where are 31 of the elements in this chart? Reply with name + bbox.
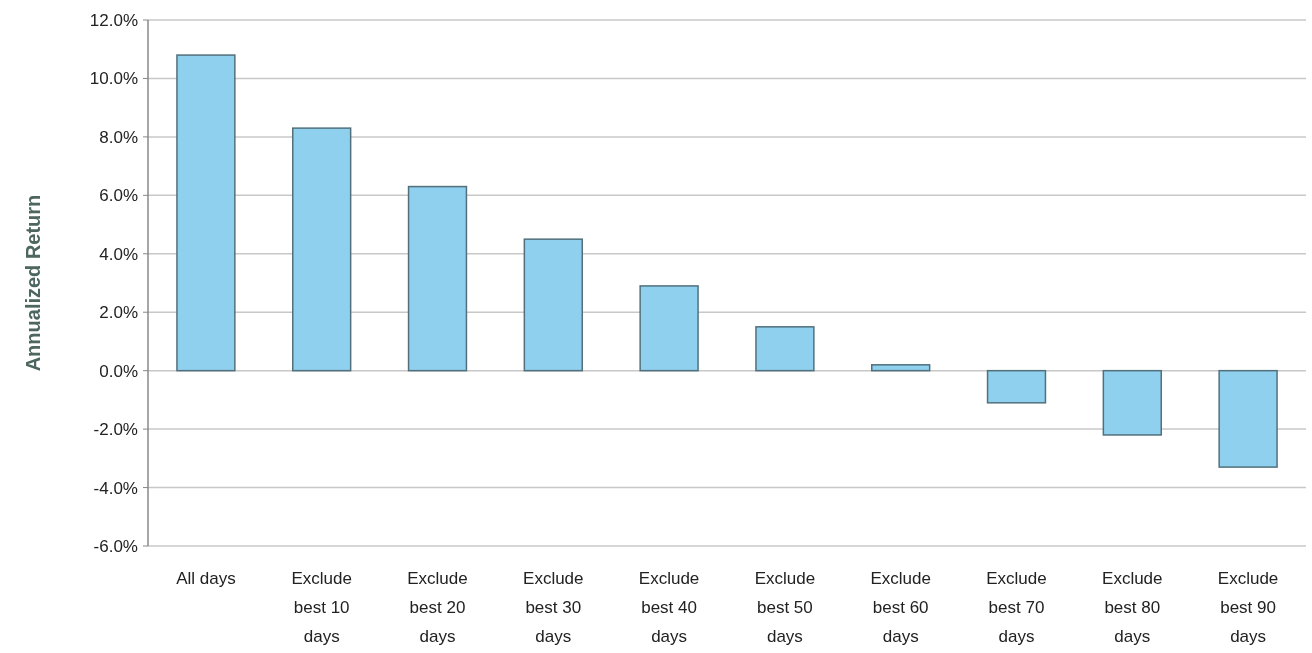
y-tick-label: 2.0% (99, 303, 138, 323)
x-tick-label: All days (176, 569, 236, 588)
y-tick-label: -6.0% (93, 536, 138, 556)
x-tick-label: Exclude best 20 days (407, 569, 468, 646)
y-tick-label: 8.0% (99, 127, 138, 147)
bar (523, 238, 583, 372)
x-tick-label: Exclude best 70 days (986, 569, 1047, 646)
x-tick-label: Exclude best 50 days (754, 569, 816, 646)
bar (871, 364, 931, 372)
bar (176, 54, 236, 372)
x-tick-label: Exclude best 30 days (523, 569, 584, 646)
bar (292, 127, 352, 372)
x-tick-label: Exclude best 10 days (291, 569, 352, 646)
y-axis-title: Annualized Return (22, 194, 44, 372)
bar (1102, 369, 1162, 436)
x-tick-label: Exclude best 60 days (870, 569, 931, 646)
x-tick-label: Exclude best 90 days (1217, 569, 1279, 646)
bar (639, 285, 699, 372)
y-tick-label: 12.0% (89, 10, 138, 30)
y-tick-label: 6.0% (99, 186, 138, 206)
y-tick-label: 0.0% (99, 361, 138, 381)
bar (986, 369, 1047, 404)
y-tick-label: -4.0% (93, 478, 138, 498)
y-tick-label: -2.0% (93, 420, 138, 440)
y-tick-label: 10.0% (89, 69, 138, 89)
bar (755, 326, 815, 372)
x-tick-label: Exclude best 80 days (1102, 569, 1163, 646)
y-tick-label: 4.0% (99, 244, 138, 264)
x-tick-label: Exclude best 40 days (638, 569, 700, 646)
bar (407, 185, 468, 372)
bar (1218, 369, 1278, 468)
